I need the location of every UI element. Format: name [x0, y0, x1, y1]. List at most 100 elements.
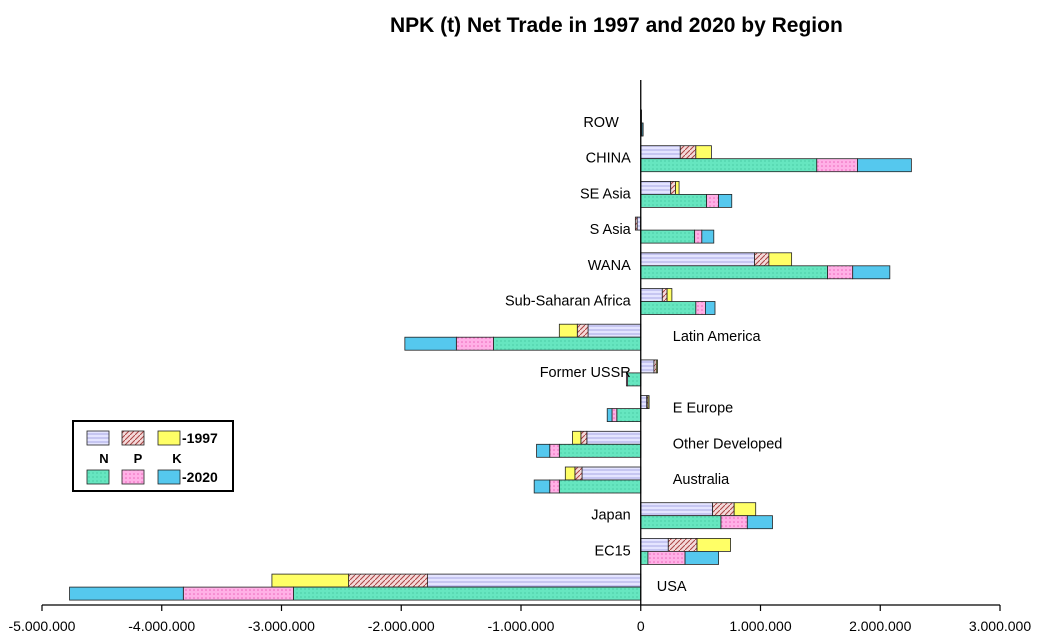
bar-row-2020-k [641, 122, 644, 137]
x-tick-label: 0 [637, 618, 645, 634]
category-label-former-ussr: Former USSR [540, 365, 631, 381]
bar-usa-1997-p [348, 573, 428, 588]
bar-se-asia-2020-p [706, 193, 719, 208]
bar-other-developed-2020-n [558, 443, 642, 458]
bar-latin-america-1997-n [587, 323, 642, 338]
legend-nutrient-label: N [99, 451, 108, 466]
bar-se-asia-2020-n [640, 193, 708, 208]
bar-australia-1997-n [581, 466, 642, 481]
legend-swatch-1997-p [121, 430, 145, 446]
bar-wana-1997-n [640, 252, 755, 267]
bar-china-1997-k [695, 145, 712, 160]
x-tick-label: 1.000.000 [729, 618, 791, 634]
bar-other-developed-2020-k [536, 443, 551, 458]
bar-china-2020-n [640, 158, 818, 173]
bar-japan-1997-k [733, 502, 757, 517]
category-label-sub-saharan-africa: Sub-Saharan Africa [505, 294, 632, 310]
x-tick-label: 2.000.000 [849, 618, 911, 634]
category-label-e-europe: E Europe [673, 401, 733, 417]
legend-swatch-1997-k [157, 430, 181, 446]
legend-swatch-2020-k [157, 469, 181, 485]
bar-australia-1997-p [574, 466, 583, 481]
bar-ec15-1997-p [667, 538, 698, 552]
bar-usa-1997-n [427, 573, 642, 588]
bar-japan-2020-k [746, 515, 773, 530]
legend-year-label-1997: -1997 [182, 430, 218, 446]
x-axis: -5.000.000 -4.000.000 -3.000.000 -2.000.000… [9, 604, 1031, 634]
bar-other-developed-1997-n [586, 430, 642, 445]
legend-year-label-2020: -2020 [182, 469, 218, 485]
bar-former-ussr-1997-k [655, 359, 658, 374]
x-tick-label: -3.000.000 [248, 618, 315, 634]
bar-e-europe-2020-p [611, 408, 618, 423]
bars-layer [69, 80, 912, 605]
bar-japan-2020-p [720, 515, 748, 530]
bar-former-ussr-1997-n [640, 359, 655, 374]
bar-other-developed-2020-p [549, 443, 560, 458]
bar-ec15-2020-k [684, 551, 719, 565]
bar-wana-2020-k [852, 265, 891, 280]
bar-japan-1997-n [640, 502, 713, 517]
bar-other-developed-1997-k [572, 430, 582, 445]
bar-wana-1997-p [754, 252, 770, 267]
legend-swatch-2020-n [86, 469, 110, 485]
bar-china-1997-n [640, 145, 681, 160]
bar-e-europe-2020-k [606, 408, 613, 423]
bar-latin-america-2020-p [455, 336, 494, 351]
bar-s-asia-2020-n [640, 229, 696, 244]
bar-e-europe-1997-n [640, 395, 648, 410]
legend-nutrient-label: K [172, 451, 182, 466]
bar-se-asia-1997-p [670, 180, 676, 195]
bar-sub-saharan-africa-2020-n [640, 301, 697, 315]
bar-china-2020-p [816, 158, 858, 173]
bar-latin-america-2020-n [493, 336, 642, 351]
bar-ec15-2020-p [647, 551, 686, 565]
bar-wana-2020-p [827, 265, 854, 280]
bar-se-asia-1997-n [640, 180, 672, 195]
bar-ec15-1997-n [640, 538, 669, 552]
category-label-australia: Australia [673, 472, 730, 488]
bar-australia-2020-k [533, 479, 551, 494]
bar-sub-saharan-africa-2020-p [695, 301, 706, 315]
legend-swatch-1997-n [86, 430, 110, 446]
bar-china-2020-k [857, 158, 912, 173]
bar-e-europe-2020-n [616, 408, 642, 423]
x-tick-label: -5.000.000 [9, 618, 76, 634]
bar-sub-saharan-africa-1997-k [666, 288, 673, 302]
bar-australia-2020-p [549, 479, 560, 494]
category-label-latin-america: Latin America [673, 329, 762, 345]
bar-usa-2020-k [69, 586, 184, 601]
category-labels-layer: ROW CHINA SE Asia S Asia WANA Sub-Saharan Afr… [505, 115, 782, 595]
bar-sub-saharan-africa-2020-k [705, 301, 716, 315]
bar-former-ussr-2020-p [625, 372, 628, 387]
bar-usa-2020-p [182, 586, 294, 601]
bar-sub-saharan-africa-1997-p [661, 288, 668, 302]
category-label-china: CHINA [586, 151, 631, 167]
bar-japan-2020-n [640, 515, 722, 530]
bar-usa-1997-k [271, 573, 349, 588]
bar-s-asia-2020-k [701, 229, 715, 244]
bar-wana-2020-n [640, 265, 828, 280]
bar-japan-1997-p [712, 502, 735, 517]
bar-e-europe-1997-k [647, 395, 650, 410]
bar-latin-america-1997-p [576, 323, 589, 338]
bar-ec15-2020-n [640, 551, 649, 565]
bar-se-asia-1997-k [675, 180, 680, 195]
category-label-japan: Japan [591, 508, 631, 524]
x-tick-label: -4.000.000 [128, 618, 195, 634]
legend-nutrient-label: P [134, 451, 143, 466]
bar-usa-2020-n [293, 586, 642, 601]
bar-latin-america-1997-k [558, 323, 578, 338]
bar-s-asia-2020-p [694, 229, 703, 244]
x-tick-label: 3.000.000 [969, 618, 1031, 634]
category-label-usa: USA [657, 579, 687, 595]
x-tick-label: -2.000.000 [368, 618, 435, 634]
category-label-other-developed: Other Developed [673, 436, 783, 452]
category-label-wana: WANA [588, 258, 631, 274]
category-label-se-asia: SE Asia [580, 186, 632, 202]
category-label-ec15: EC15 [594, 543, 630, 559]
bar-latin-america-2020-k [404, 336, 457, 351]
bar-australia-1997-k [564, 466, 576, 481]
bar-s-asia-1997-p [634, 216, 638, 231]
